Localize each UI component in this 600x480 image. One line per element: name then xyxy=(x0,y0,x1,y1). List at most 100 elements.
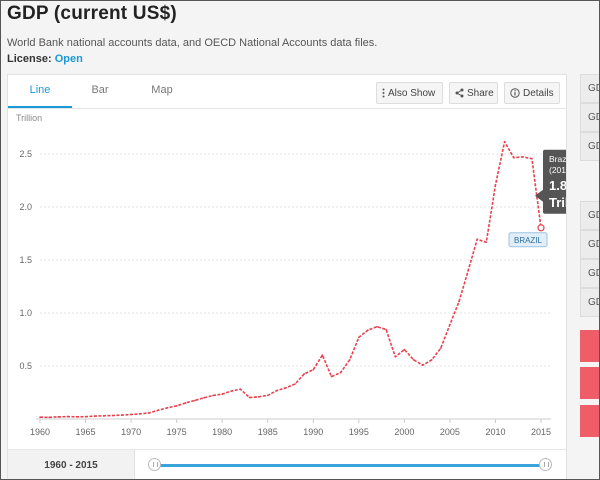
data-point xyxy=(476,238,479,241)
range-end-handle[interactable] xyxy=(539,458,552,471)
data-point xyxy=(467,270,469,272)
right-panel-action[interactable] xyxy=(580,367,599,399)
right-panel-action[interactable] xyxy=(580,330,599,362)
data-point xyxy=(248,396,251,399)
data-point xyxy=(394,355,397,358)
data-point xyxy=(93,415,96,417)
data-point xyxy=(148,412,151,414)
gdp-line-chart: 0.5 1.0 1.5 2.0 2.5 1960 1965 1970 1975 1980 1985 1… xyxy=(19,140,566,437)
x-tick-label: 2015 xyxy=(531,427,551,437)
data-point xyxy=(294,383,296,385)
y-tick-label: 2.0 xyxy=(19,202,32,212)
range-start-handle[interactable] xyxy=(148,458,161,471)
info-icon xyxy=(510,88,520,99)
data-point xyxy=(230,390,233,392)
tooltip-pointer xyxy=(535,189,543,202)
data-point xyxy=(84,415,87,418)
data-point xyxy=(75,415,78,418)
share-button[interactable]: Share xyxy=(449,82,498,104)
right-panel-action[interactable] xyxy=(580,405,599,437)
x-tick-label: 1985 xyxy=(258,427,278,437)
chart-card: Line Bar Map Also Show Share Details Tri… xyxy=(7,74,567,479)
data-point xyxy=(130,413,132,416)
kebab-icon xyxy=(382,88,385,98)
data-point xyxy=(330,375,333,378)
data-point xyxy=(184,402,187,404)
right-panel-item[interactable]: GD xyxy=(580,201,599,230)
range-slider-track[interactable] xyxy=(154,464,546,467)
data-point xyxy=(166,406,169,409)
data-point xyxy=(39,416,41,418)
right-panel-item[interactable]: GD xyxy=(580,259,599,288)
x-tick-label: 2000 xyxy=(394,427,414,437)
data-point xyxy=(412,358,415,361)
data-point xyxy=(348,359,351,361)
y-tick-label: 1.0 xyxy=(19,308,32,318)
data-point xyxy=(157,409,160,412)
data-point xyxy=(212,394,214,397)
data-point xyxy=(458,300,460,303)
tooltip-unit: Trillion xyxy=(549,195,566,210)
tab-line[interactable]: Line xyxy=(8,75,72,108)
right-panel-item[interactable]: GD xyxy=(580,74,599,103)
data-point xyxy=(494,184,497,186)
data-point xyxy=(285,387,287,389)
data-point xyxy=(367,329,369,331)
tooltip-year: (2015) xyxy=(549,165,566,175)
x-tick-label: 2005 xyxy=(440,427,460,437)
last-point-marker xyxy=(537,224,545,232)
data-point xyxy=(57,416,60,418)
data-point xyxy=(239,388,242,391)
data-point xyxy=(257,396,260,398)
series-end-label: BRAZIL xyxy=(514,236,543,245)
license-link[interactable]: Open xyxy=(54,53,83,65)
data-point xyxy=(485,241,488,244)
data-point xyxy=(503,140,506,143)
also-show-button[interactable]: Also Show xyxy=(376,82,443,104)
also-show-label: Also Show xyxy=(388,88,436,99)
data-point xyxy=(66,415,69,418)
tooltip-box xyxy=(543,149,566,214)
data-point xyxy=(175,405,178,407)
data-point xyxy=(303,373,305,375)
data-point xyxy=(440,347,442,349)
data-point xyxy=(321,354,324,356)
right-panel-item[interactable]: GD xyxy=(580,230,599,259)
data-point xyxy=(276,389,278,392)
tooltip-country: Brazil xyxy=(549,154,566,164)
source-description: World Bank national accounts data, and O… xyxy=(7,37,378,49)
data-point xyxy=(266,394,269,397)
y-axis-unit-label: Trillion xyxy=(16,113,43,123)
data-point xyxy=(139,413,141,415)
range-label: 1960 - 2015 xyxy=(8,450,135,479)
data-point xyxy=(430,359,433,361)
series-line-brazil xyxy=(39,140,542,419)
data-point xyxy=(312,368,315,371)
share-icon xyxy=(455,88,464,98)
chart-tabs: Line Bar Map Also Show Share Details xyxy=(8,75,566,109)
right-panel-item[interactable]: GD xyxy=(580,288,599,317)
data-point xyxy=(521,156,524,158)
right-panel-item[interactable]: GD xyxy=(580,103,599,132)
page-title: GDP (current US$) xyxy=(7,3,177,24)
tab-bar[interactable]: Bar xyxy=(91,84,109,96)
data-point xyxy=(102,415,105,417)
details-button[interactable]: Details xyxy=(504,82,560,104)
x-tick-label: 1980 xyxy=(212,427,232,437)
data-point xyxy=(339,371,342,374)
chart-area: Trillion 0.5 1.0 1.5 2.0 2.5 1960 1965 1970 1975… xyxy=(8,109,566,449)
data-point xyxy=(376,325,378,328)
details-label: Details xyxy=(523,88,554,99)
x-tick-label: 1990 xyxy=(303,427,323,437)
data-point xyxy=(221,393,223,395)
data-point xyxy=(194,399,196,402)
license-label: License: xyxy=(7,53,55,65)
right-panel-item[interactable]: GD xyxy=(580,132,599,161)
x-tick-label: 1970 xyxy=(121,427,141,437)
tab-map[interactable]: Map xyxy=(151,84,173,96)
data-point xyxy=(512,156,515,159)
series-end-label-box xyxy=(508,232,548,248)
x-tick-label: 1960 xyxy=(30,427,50,437)
data-point xyxy=(385,328,387,331)
